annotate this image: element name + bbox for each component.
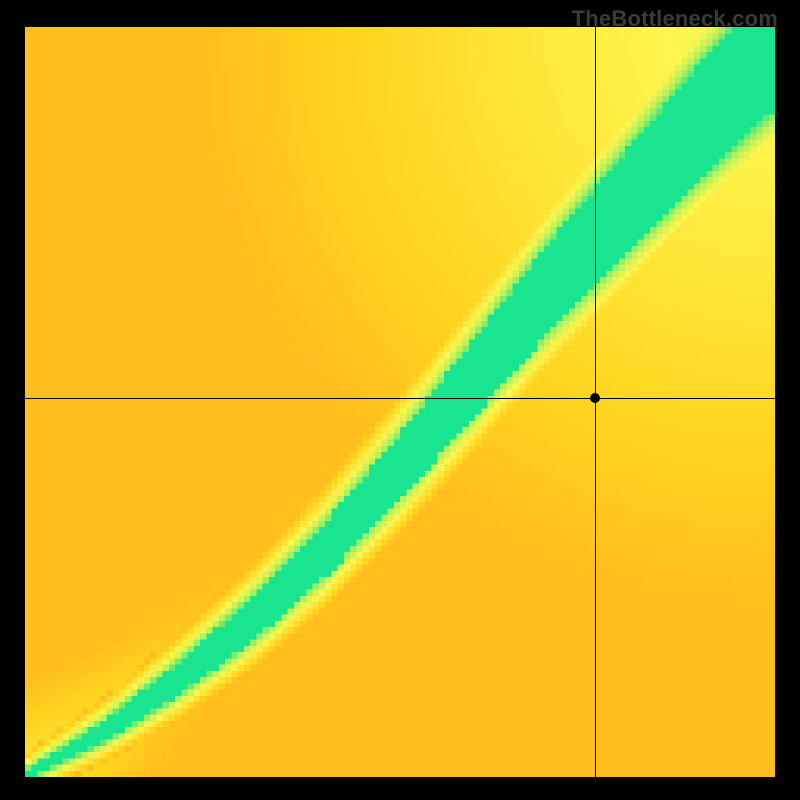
- watermark-text: TheBottleneck.com: [572, 6, 778, 32]
- heatmap-plot: [25, 27, 775, 777]
- crosshair-marker: [590, 393, 600, 403]
- crosshair-horizontal: [25, 398, 775, 399]
- heatmap-canvas: [25, 27, 775, 777]
